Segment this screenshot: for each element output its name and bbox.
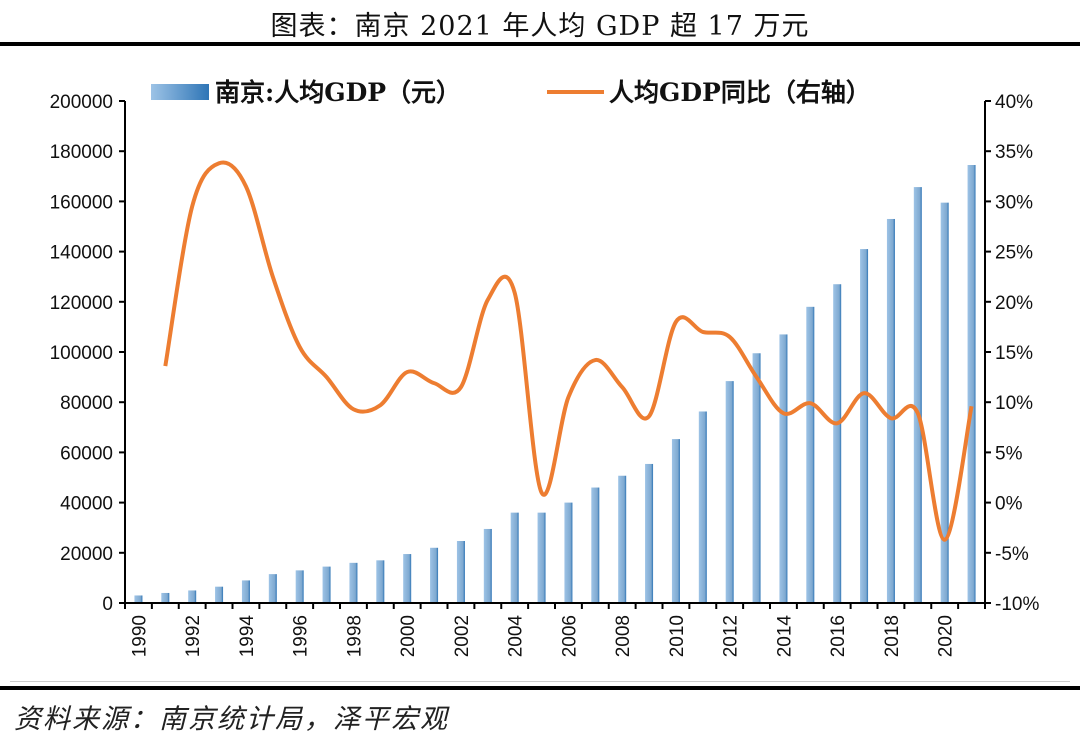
bar-2003 <box>483 528 492 603</box>
bar-2014 <box>779 334 788 603</box>
y-right-tick-label: -5% <box>995 544 1029 565</box>
legend-bar-swatch <box>151 84 209 100</box>
divider <box>10 681 1070 682</box>
y-left-tick-label: 40000 <box>60 494 113 515</box>
y-left-tick-label: 120000 <box>50 293 113 314</box>
y-right-tick-label: 30% <box>995 192 1033 213</box>
page-title: 图表：南京 2021 年人均 GDP 超 17 万元 <box>270 11 810 42</box>
source-note: 资料来源：南京统计局，泽平宏观 <box>14 704 449 735</box>
yoy-growth-line <box>163 160 974 542</box>
bar-2012 <box>725 381 734 603</box>
bar-1991 <box>161 592 170 603</box>
bar-2009 <box>645 463 654 603</box>
bar-2015 <box>806 306 815 603</box>
y-right-tick-label: 35% <box>995 142 1033 163</box>
legend: 南京:人均GDP（元） 人均GDP同比（右轴） <box>151 78 871 107</box>
y-left-tick-label: 100000 <box>50 343 113 364</box>
bar-1996 <box>295 570 304 603</box>
bar-2020 <box>940 202 949 603</box>
x-tick-label: 1998 <box>344 615 365 657</box>
x-tick-label: 2020 <box>936 615 957 657</box>
bar-2016 <box>833 284 842 603</box>
x-tick-label: 2010 <box>667 615 688 657</box>
y-left-tick-label: 0 <box>102 594 113 615</box>
y-left-tick-label: 180000 <box>50 142 113 163</box>
bar-1994 <box>241 580 250 603</box>
bar-1990 <box>134 595 143 603</box>
y-left-tick-label: 200000 <box>50 92 113 113</box>
y-left-tick-label: 140000 <box>50 243 113 264</box>
y-right-tick-label: 5% <box>995 443 1023 464</box>
x-tick-label: 2004 <box>506 615 527 658</box>
x-tick-label: 2000 <box>398 615 419 657</box>
bar-2007 <box>591 487 600 603</box>
x-tick-label: 2006 <box>559 615 580 657</box>
y-right-tick-label: -10% <box>995 594 1039 615</box>
bar-1993 <box>215 586 224 603</box>
title-divider <box>0 42 1080 46</box>
y-right-tick-label: 15% <box>995 343 1033 364</box>
bar-1998 <box>349 562 358 603</box>
x-tick-label: 1992 <box>183 615 204 657</box>
bar-1995 <box>268 574 277 603</box>
legend-line-label: 人均GDP同比（右轴） <box>609 78 871 107</box>
bar-1999 <box>376 560 385 603</box>
bar-2006 <box>564 502 573 603</box>
legend-bar-label: 南京:人均GDP（元） <box>215 78 461 107</box>
y-right-tick-label: 20% <box>995 293 1033 314</box>
x-tick-label: 1994 <box>237 615 258 658</box>
y-left-tick-label: 60000 <box>60 443 113 464</box>
bar-2000 <box>403 554 412 603</box>
bar-2017 <box>860 249 869 603</box>
y-right-tick-label: 10% <box>995 393 1033 414</box>
footer-divider <box>0 686 1080 690</box>
bar-2008 <box>618 475 627 603</box>
bar-2011 <box>698 411 707 603</box>
bar-2005 <box>537 512 546 603</box>
bar-1997 <box>322 566 331 603</box>
x-tick-label: 2014 <box>774 615 795 658</box>
bar-2018 <box>886 218 895 603</box>
x-tick-label: 1996 <box>291 615 312 657</box>
bar-1992 <box>188 590 197 603</box>
bar-2002 <box>456 541 465 603</box>
bar-2021 <box>967 165 976 603</box>
y-right-tick-label: 40% <box>995 92 1033 113</box>
x-tick-label: 2018 <box>882 615 903 657</box>
y-left-tick-label: 160000 <box>50 192 113 213</box>
y-right-tick-label: 25% <box>995 243 1033 264</box>
x-tick-label: 2002 <box>452 615 473 657</box>
y-right-tick-label: 0% <box>995 494 1023 515</box>
bar-2004 <box>510 512 519 603</box>
bar-2019 <box>913 187 922 603</box>
bar-2001 <box>430 547 439 603</box>
x-tick-label: 2012 <box>721 615 742 657</box>
x-tick-label: 2008 <box>613 615 634 657</box>
bar-2010 <box>671 439 680 603</box>
bar-2013 <box>752 353 761 603</box>
x-tick-label: 1990 <box>129 615 150 657</box>
y-left-tick-label: 20000 <box>60 544 113 565</box>
y-left-tick-label: 80000 <box>60 393 113 414</box>
x-tick-label: 2016 <box>828 615 849 657</box>
